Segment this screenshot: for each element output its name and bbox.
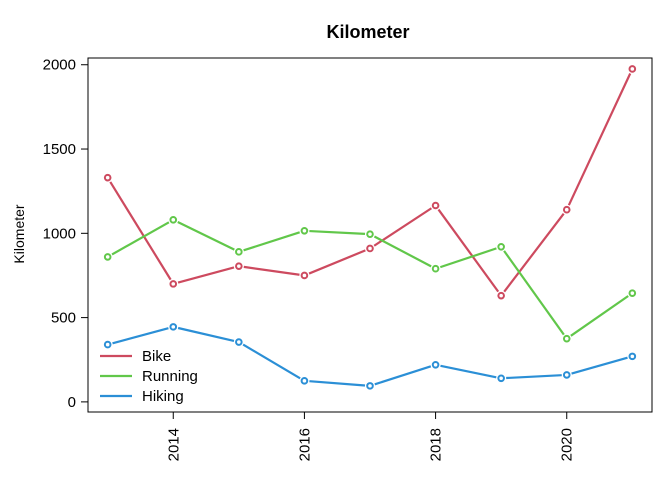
data-point [366,382,374,390]
series-segment [177,266,235,284]
data-point [431,264,440,273]
data-point [431,361,440,369]
data-point [628,352,637,361]
series-segment [506,374,562,380]
x-axis: 2014 2016 2018 2020 [165,412,576,461]
series-running [103,216,637,343]
data-point [497,291,505,300]
data-point [366,230,374,238]
series-segment [373,235,432,268]
series-segment [177,221,235,251]
data-point [300,271,309,280]
series-segment [112,327,169,345]
data-point [562,334,571,343]
series-segment [374,365,432,386]
series-segment [503,213,565,293]
series-segment [242,343,301,380]
plot-frame [87,57,653,413]
series-segment [567,73,632,206]
data-point [169,280,178,288]
data-point [235,248,243,256]
data-point [103,173,112,182]
series-segment [571,356,628,375]
data-point [366,244,374,253]
series-segment [177,326,235,342]
x-tick-label: 2016 [296,428,313,461]
data-point [497,243,505,251]
x-tick-label: 2018 [428,428,445,461]
series-segment [439,247,497,269]
y-tick-label: 1000 [43,225,76,242]
y-axis: 0 500 1000 1500 2000 [43,57,88,411]
data-point [628,65,637,73]
data-point [235,338,243,346]
chart-title: Kilometer [326,22,409,42]
data-point [235,262,243,270]
series-segment [111,221,170,256]
data-point [628,289,637,297]
series-segment [373,207,433,247]
y-tick-label: 0 [68,394,76,411]
series-bike [103,65,637,300]
x-tick-label: 2014 [165,428,182,461]
legend: Bike Running Hiking [100,348,198,405]
series-segment [309,380,366,387]
y-axis-label: Kilometer [11,204,27,263]
legend-label: Running [142,368,198,385]
legend-label: Bike [142,348,171,365]
y-tick-label: 1500 [43,141,76,158]
x-tick-label: 2020 [559,428,576,461]
series-segment [243,231,300,252]
series-segment [309,229,366,235]
series-segment [570,295,629,337]
series-segment [437,208,500,293]
data-point [562,205,571,214]
y-tick-label: 500 [51,310,76,327]
series-segment [243,265,300,276]
series-segment [440,364,497,379]
series-segment [308,249,366,275]
y-tick-label: 2000 [43,57,76,74]
series-segment [109,181,172,281]
data-point [562,371,571,379]
series-layer [103,65,637,390]
data-point [497,374,505,383]
legend-label: Hiking [142,388,184,405]
series-hiking [103,323,637,390]
data-point [300,377,309,385]
data-point [103,340,112,349]
data-point [431,201,440,210]
data-point [169,216,178,224]
data-point [169,323,178,331]
series-segment [503,250,565,336]
data-point [103,253,112,261]
data-point [300,226,309,235]
